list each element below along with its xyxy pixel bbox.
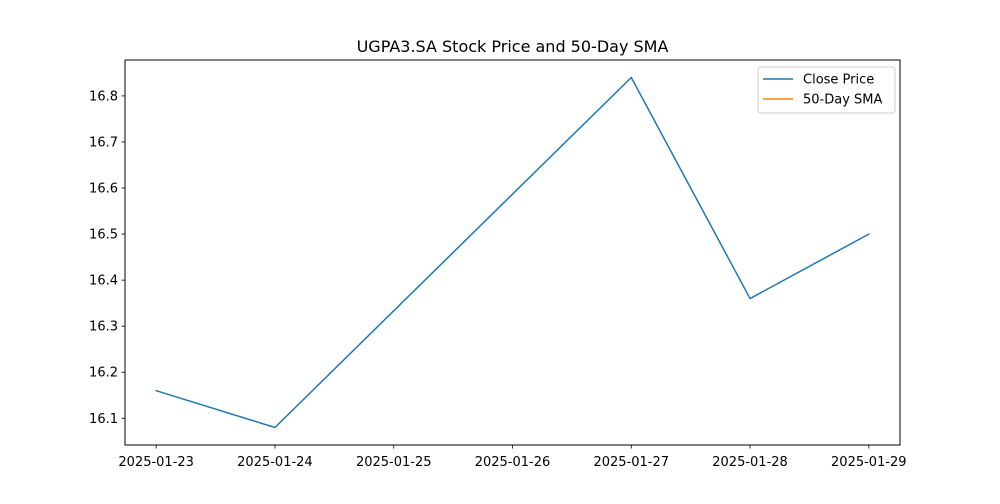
x-tick-label: 2025-01-23 xyxy=(118,455,194,470)
y-tick-label: 16.4 xyxy=(89,274,118,289)
legend: Close Price 50-Day SMA xyxy=(758,67,895,113)
x-tick-label: 2025-01-29 xyxy=(831,455,907,470)
y-tick-label: 16.7 xyxy=(89,135,118,150)
x-tick-label: 2025-01-24 xyxy=(237,455,313,470)
legend-label: Close Price xyxy=(803,73,874,88)
y-tick-label: 16.2 xyxy=(89,366,118,381)
y-tick-label: 16.8 xyxy=(89,89,118,104)
x-tick-label: 2025-01-26 xyxy=(475,455,551,470)
x-tick-label: 2025-01-28 xyxy=(712,455,788,470)
y-tick-label: 16.6 xyxy=(89,182,118,197)
chart-title: UGPA3.SA Stock Price and 50-Day SMA xyxy=(357,37,669,56)
y-tick-label: 16.3 xyxy=(89,320,118,335)
x-tick-label: 2025-01-25 xyxy=(356,455,432,470)
x-tick-label: 2025-01-27 xyxy=(593,455,669,470)
y-tick-label: 16.1 xyxy=(89,412,118,427)
legend-label: 50-Day SMA xyxy=(803,93,883,108)
y-tick-label: 16.5 xyxy=(89,228,118,243)
